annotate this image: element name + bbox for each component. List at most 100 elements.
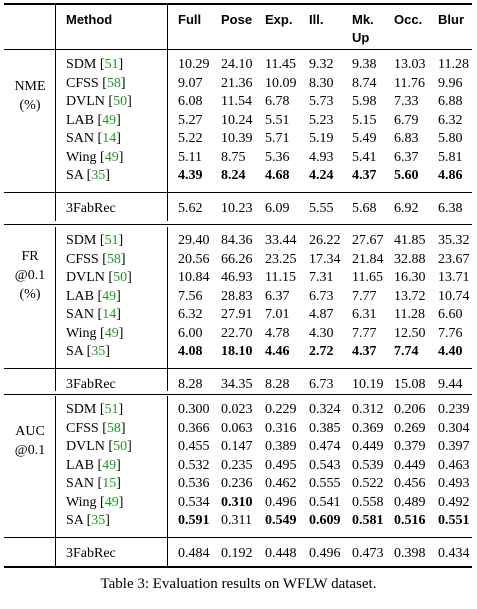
citation-link[interactable]: 35 (91, 513, 106, 528)
table-cell-value: 0.462 (265, 476, 297, 491)
citation-link[interactable]: 50 (113, 439, 128, 454)
table-cell-value: 26.22 (309, 233, 341, 248)
citation-link[interactable]: 15 (102, 476, 117, 491)
table-rule (4, 191, 472, 193)
table-cell-value: 0.379 (394, 439, 426, 454)
citation-link[interactable]: 50 (113, 94, 128, 109)
citation-link[interactable]: 35 (91, 168, 106, 183)
citation-link[interactable]: 51 (104, 402, 119, 417)
table-cell-value: 5.22 (178, 131, 203, 146)
citation-bracket: [ (104, 439, 114, 454)
table-cell-value: 0.474 (309, 439, 341, 454)
citation-link[interactable]: 49 (104, 325, 119, 341)
table-cell-value: 0.147 (221, 439, 253, 454)
method-label: SDM (66, 57, 97, 72)
table-cell-value: 5.55 (309, 200, 334, 216)
column-divider (55, 4, 56, 221)
column-header: Full (178, 12, 202, 27)
table-cell-value: 0.551 (438, 513, 470, 528)
citation-bracket: ] (116, 457, 121, 473)
table-cell-value: 5.60 (394, 168, 419, 183)
table-cell-value: 4.24 (309, 168, 334, 183)
citation-link[interactable]: 49 (102, 457, 117, 473)
table-cell-value: 0.324 (309, 402, 341, 417)
table-cell-value: 6.38 (438, 200, 463, 216)
table-cell-value: 0.449 (352, 439, 384, 454)
table-cell-value: 0.492 (438, 494, 470, 510)
method-name: SDM [51] (66, 402, 123, 418)
table-cell-value: 0.304 (438, 420, 470, 436)
citation-link[interactable]: 49 (102, 112, 117, 128)
citation-link[interactable]: 50 (113, 270, 128, 285)
citation-bracket: ] (118, 57, 124, 72)
table-cell-value: 0.236 (221, 476, 253, 491)
method-label: 3FabRec (66, 545, 116, 561)
table-cell-value: 0.522 (352, 476, 384, 491)
metric-label-line: @0.1 (14, 443, 46, 458)
table-cell-value: 5.49 (352, 131, 377, 146)
table-cell-value: 8.28 (178, 376, 203, 392)
table-caption: Table 3: Evaluation results on WFLW data… (100, 576, 377, 592)
method-label: LAB (66, 112, 94, 128)
table-cell-value: 7.77 (352, 325, 377, 341)
citation-link[interactable]: 58 (106, 420, 121, 436)
method-name: SA [35] (66, 344, 110, 360)
table-cell-value: 0.239 (438, 402, 470, 417)
method-name: SDM [51] (66, 233, 123, 249)
table-cell-value: 7.77 (352, 288, 377, 304)
table-cell-value: 4.30 (309, 325, 334, 341)
method-name: SDM [51] (66, 57, 123, 73)
table-cell-value: 34.35 (221, 376, 253, 392)
table-rule (4, 3, 472, 5)
citation-link[interactable]: 51 (104, 233, 119, 248)
citation-link[interactable]: 58 (106, 75, 121, 91)
table-cell-value: 11.65 (352, 270, 383, 285)
table-cell-value: 7.01 (265, 307, 290, 322)
citation-bracket: [ (98, 420, 107, 436)
table-cell-value: 29.40 (178, 233, 210, 248)
table-cell-value: 0.581 (352, 513, 384, 528)
citation-link[interactable]: 35 (91, 344, 106, 359)
citation-bracket: [ (96, 494, 105, 510)
table-cell-value: 6.92 (394, 200, 419, 216)
method-label: SDM (66, 402, 97, 417)
method-label: CFSS (66, 75, 99, 91)
table-cell-value: 0.023 (221, 402, 253, 417)
table-cell-value: 11.15 (265, 270, 296, 285)
method-label: DVLN (66, 270, 105, 285)
citation-bracket: ] (127, 270, 132, 285)
citation-link[interactable]: 14 (102, 307, 117, 322)
table-cell-value: 6.32 (438, 112, 463, 128)
citation-bracket: ] (127, 94, 132, 109)
citation-bracket: ] (127, 439, 132, 454)
method-name: DVLN [50] (66, 439, 132, 455)
table-cell-value: 2.72 (309, 344, 334, 359)
table-cell-value: 5.36 (265, 149, 290, 165)
citation-link[interactable]: 14 (102, 131, 117, 146)
citation-link[interactable]: 58 (106, 251, 121, 267)
table-cell-value: 8.28 (265, 376, 290, 392)
table-cell-value: 0.489 (394, 494, 426, 510)
table-cell-value: 0.493 (438, 476, 470, 491)
table-cell-value: 9.96 (438, 75, 463, 91)
column-header: Mk. (352, 12, 374, 27)
table-cell-value: 6.60 (438, 307, 463, 322)
table-cell-value: 4.93 (309, 149, 334, 165)
table-rule (4, 224, 472, 225)
column-header: Blur (438, 12, 464, 27)
citation-link[interactable]: 51 (104, 57, 119, 72)
table-cell-value: 4.39 (178, 168, 203, 183)
method-label: Wing (66, 494, 97, 510)
method-label: SAN (66, 476, 95, 491)
citation-link[interactable]: 49 (104, 494, 119, 510)
table-cell-value: 11.54 (221, 94, 252, 109)
citation-link[interactable]: 49 (104, 149, 119, 165)
table-cell-value: 16.30 (394, 270, 426, 285)
table-cell-value: 6.09 (265, 200, 290, 216)
table-cell-value: 27.91 (221, 307, 253, 322)
citation-bracket: [ (104, 94, 114, 109)
citation-link[interactable]: 49 (102, 288, 117, 304)
citation-bracket: ] (116, 288, 121, 304)
table-cell-value: 0.484 (178, 545, 210, 561)
column-header: Exp. (265, 12, 293, 27)
